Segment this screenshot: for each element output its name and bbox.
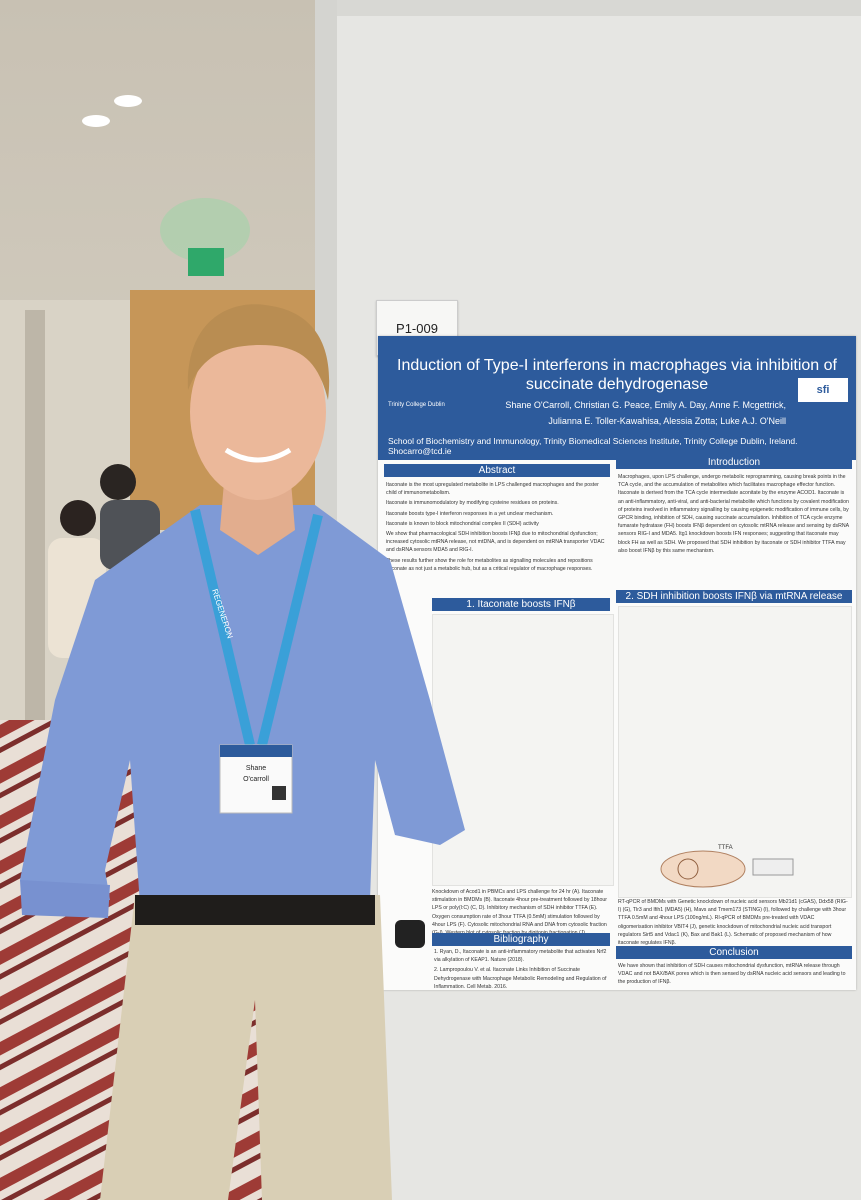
abstract-bullet: Itaconate is immunomodulatory by modifyi… xyxy=(386,500,559,507)
board-frame xyxy=(337,0,861,16)
caption: RT-qPCR of BMDMs with Genetic knockdown … xyxy=(618,899,848,947)
cuff xyxy=(20,880,110,918)
badge-name: Shane xyxy=(246,765,266,772)
ceiling-light xyxy=(82,115,110,127)
figure xyxy=(432,614,614,886)
conclusion: We have shown that inhibition of SDH cau… xyxy=(618,963,846,986)
authors: Julianna E. Toller-Kawahisa, Alessia Zot… xyxy=(548,416,786,426)
belt xyxy=(135,895,375,925)
ceiling-light xyxy=(114,95,142,107)
bystander-head xyxy=(100,464,136,500)
exit-glow xyxy=(160,198,250,262)
pillar xyxy=(25,310,45,730)
logo: sfi xyxy=(798,378,848,402)
abstract: Itaconate is the most upregulated metabo… xyxy=(386,481,608,575)
logo: Trinity College Dublin xyxy=(388,402,445,408)
reference: 2. Lampropoulou V. et al. Itaconate Link… xyxy=(434,967,607,990)
mitochondrion xyxy=(660,850,746,888)
qr-code xyxy=(272,786,286,800)
section-heading: Abstract xyxy=(384,464,610,477)
affiliation: School of Biochemistry and Immunology, T… xyxy=(388,436,798,456)
hair xyxy=(187,304,330,400)
badge-header xyxy=(220,745,292,757)
watch xyxy=(395,920,425,948)
abstract-bullet: We show that pharmacological SDH inhibit… xyxy=(386,531,605,554)
face xyxy=(190,324,326,500)
authors: Shane O'Carroll, Christian G. Peace, Emi… xyxy=(505,400,786,410)
poster-header: Induction of Type-I interferons in macro… xyxy=(378,336,856,460)
abstract-bullet: These results further show the role for … xyxy=(386,557,593,572)
mechanism-diagram: TTFA xyxy=(660,845,794,888)
lanyard xyxy=(190,508,323,747)
section-heading: 2. SDH inhibition boosts IFNβ via mtRNA … xyxy=(616,590,852,603)
reference: 1. Ryan, D., Itaconate is an anti-inflam… xyxy=(434,949,607,964)
abstract-bullet: Itaconate is known to block mitochondria… xyxy=(386,520,539,527)
bystander-head xyxy=(60,500,96,536)
abstract-bullet: Itaconate boosts type-I interferon respo… xyxy=(386,510,554,517)
poster: Induction of Type-I interferons in macro… xyxy=(378,336,856,990)
badge-name: O'carroll xyxy=(243,776,269,783)
poster-title: Induction of Type-I interferons in macro… xyxy=(397,357,837,393)
abstract-bullet: Itaconate is the most upregulated metabo… xyxy=(386,482,599,497)
section-heading: Introduction xyxy=(616,456,852,469)
tca-cycle xyxy=(677,858,699,880)
section-heading: 1. Itaconate boosts IFNβ xyxy=(432,598,610,611)
section-heading: Bibliography xyxy=(432,933,610,946)
diagram-label: TTFA xyxy=(718,845,733,851)
smile xyxy=(224,447,292,463)
section-heading: Conclusion xyxy=(616,946,852,959)
figure xyxy=(618,606,852,898)
trousers xyxy=(100,895,392,1200)
bibliography: 1. Ryan, D., Itaconate is an anti-inflam… xyxy=(434,948,610,990)
sensor xyxy=(752,858,794,876)
introduction: Macrophages, upon LPS challenge, undergo… xyxy=(618,474,849,554)
exit-sign xyxy=(188,248,224,276)
